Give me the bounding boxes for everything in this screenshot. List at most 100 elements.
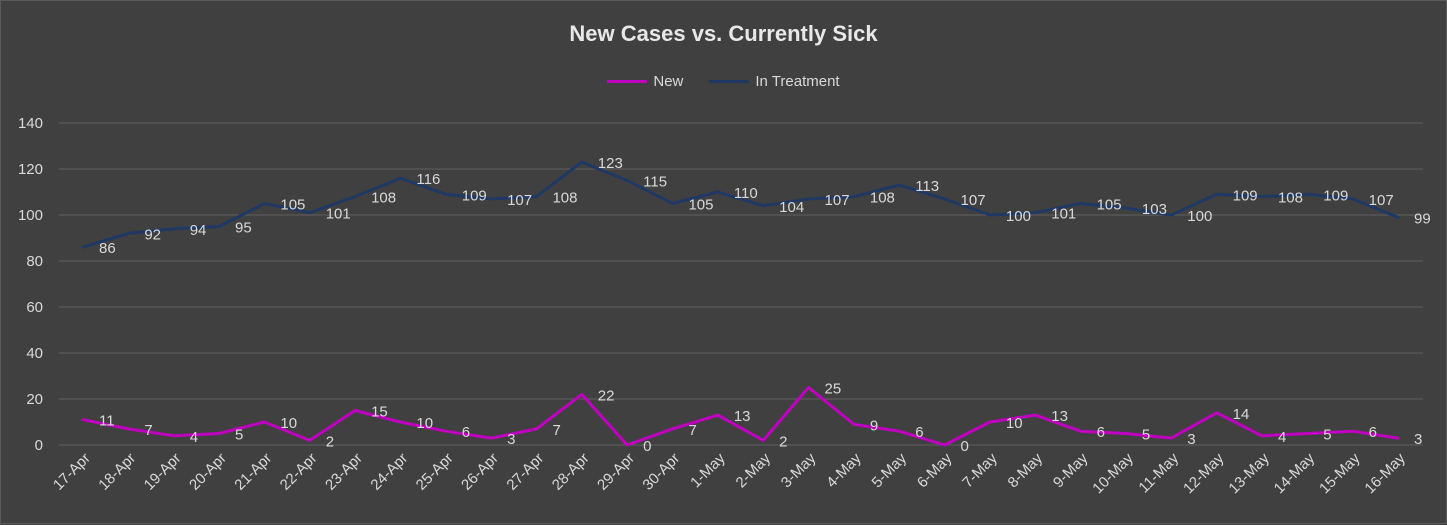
data-label: 7 [688, 422, 696, 439]
data-label: 6 [462, 424, 470, 441]
data-label: 116 [416, 171, 440, 188]
data-label: 110 [734, 185, 758, 202]
chart-title: New Cases vs. Currently Sick [569, 21, 878, 46]
legend-swatch-new [607, 80, 648, 83]
data-label: 9 [870, 417, 878, 434]
data-label: 107 [961, 192, 986, 209]
data-label: 22 [598, 387, 615, 404]
data-label: 105 [1097, 197, 1122, 214]
data-label: 4 [1278, 429, 1286, 446]
x-tick-label: 13-May [1225, 449, 1273, 497]
data-label: 99 [1414, 210, 1431, 227]
x-tick-label: 9-May [1050, 449, 1092, 491]
data-label: 5 [235, 427, 243, 444]
x-tick-label: 1-May [687, 449, 729, 491]
data-label: 108 [1278, 190, 1303, 207]
x-tick-label: 29-Apr [594, 450, 638, 494]
data-label: 5 [1142, 427, 1150, 444]
data-label: 109 [1323, 187, 1348, 204]
data-label: 2 [779, 433, 787, 450]
x-tick-label: 16-May [1361, 449, 1409, 497]
data-label: 10 [1006, 415, 1023, 432]
legend-item-new: New [607, 73, 683, 90]
x-tick-label: 5-May [869, 449, 911, 491]
data-label: 10 [280, 415, 297, 432]
data-label: 6 [1369, 424, 1377, 441]
x-tick-label: 30-Apr [639, 450, 683, 494]
data-label: 86 [99, 240, 116, 257]
data-label: 7 [552, 422, 560, 439]
data-label: 115 [643, 174, 667, 191]
x-tick-label: 12-May [1180, 449, 1228, 497]
data-label: 108 [371, 190, 396, 207]
x-tick-label: 26-Apr [458, 450, 502, 494]
y-tick-label: 40 [26, 345, 43, 362]
x-tick-label: 10-May [1089, 449, 1137, 497]
data-label: 15 [371, 404, 388, 421]
x-tick-label: 7-May [959, 449, 1001, 491]
data-label: 11 [99, 413, 115, 430]
y-tick-label: 100 [18, 207, 43, 224]
data-label: 101 [1051, 206, 1076, 223]
x-tick-label: 11-May [1136, 449, 1183, 496]
data-label: 101 [326, 206, 351, 223]
data-label: 6 [915, 424, 923, 441]
data-label: 3 [1187, 431, 1195, 448]
data-label: 107 [1369, 192, 1394, 209]
x-tick-label: 15-May [1316, 449, 1364, 497]
data-label: 109 [1233, 187, 1258, 204]
data-label: 123 [598, 155, 623, 172]
data-label: 104 [779, 199, 804, 216]
x-tick-label: 28-Apr [549, 450, 593, 494]
x-tick-label: 8-May [1005, 449, 1047, 491]
data-label: 108 [870, 190, 895, 207]
y-tick-label: 120 [18, 161, 43, 178]
x-tick-label: 3-May [778, 449, 820, 491]
y-tick-label: 0 [35, 437, 43, 454]
y-tick-label: 60 [26, 299, 43, 316]
x-tick-label: 14-May [1271, 449, 1319, 497]
series-line-in-treatment [81, 160, 1400, 249]
data-label: 3 [1414, 431, 1422, 448]
data-label: 0 [643, 438, 651, 455]
data-label: 100 [1187, 208, 1212, 225]
data-label: 105 [688, 197, 713, 214]
y-tick-label: 140 [18, 115, 43, 132]
x-tick-label: 19-Apr [141, 450, 185, 494]
data-label: 95 [235, 220, 252, 237]
data-label: 25 [825, 381, 842, 398]
data-label: 4 [190, 429, 198, 446]
data-label: 113 [915, 178, 939, 195]
series-line-new [81, 386, 1400, 447]
x-tick-label: 6-May [914, 449, 956, 491]
y-tick-label: 80 [26, 253, 43, 270]
data-label: 107 [825, 192, 850, 209]
data-label: 7 [144, 422, 152, 439]
data-label: 108 [552, 190, 577, 207]
data-label: 92 [144, 226, 161, 243]
x-tick-label: 20-Apr [186, 450, 230, 494]
x-tick-label: 27-Apr [503, 450, 547, 494]
legend: New In Treatment [1, 73, 1446, 90]
data-label: 94 [190, 222, 207, 239]
data-label: 100 [1006, 208, 1031, 225]
legend-label-in-treatment: In Treatment [755, 73, 840, 90]
x-tick-label: 18-Apr [95, 450, 139, 494]
x-tick-label: 24-Apr [367, 450, 411, 494]
data-label: 0 [961, 438, 969, 455]
x-tick-label: 17-Apr [50, 450, 94, 494]
x-tick-label: 22-Apr [277, 450, 321, 494]
data-label: 10 [416, 415, 433, 432]
data-label: 6 [1097, 424, 1105, 441]
data-label: 14 [1233, 406, 1250, 423]
data-label: 13 [1051, 408, 1068, 425]
data-label: 109 [462, 187, 487, 204]
x-tick-label: 2-May [733, 449, 775, 491]
data-label: 3 [507, 431, 515, 448]
x-tick-label: 23-Apr [322, 450, 366, 494]
legend-label-new: New [653, 73, 684, 90]
x-tick-label: 25-Apr [413, 450, 457, 494]
x-tick-label: 21-Apr [231, 450, 275, 494]
